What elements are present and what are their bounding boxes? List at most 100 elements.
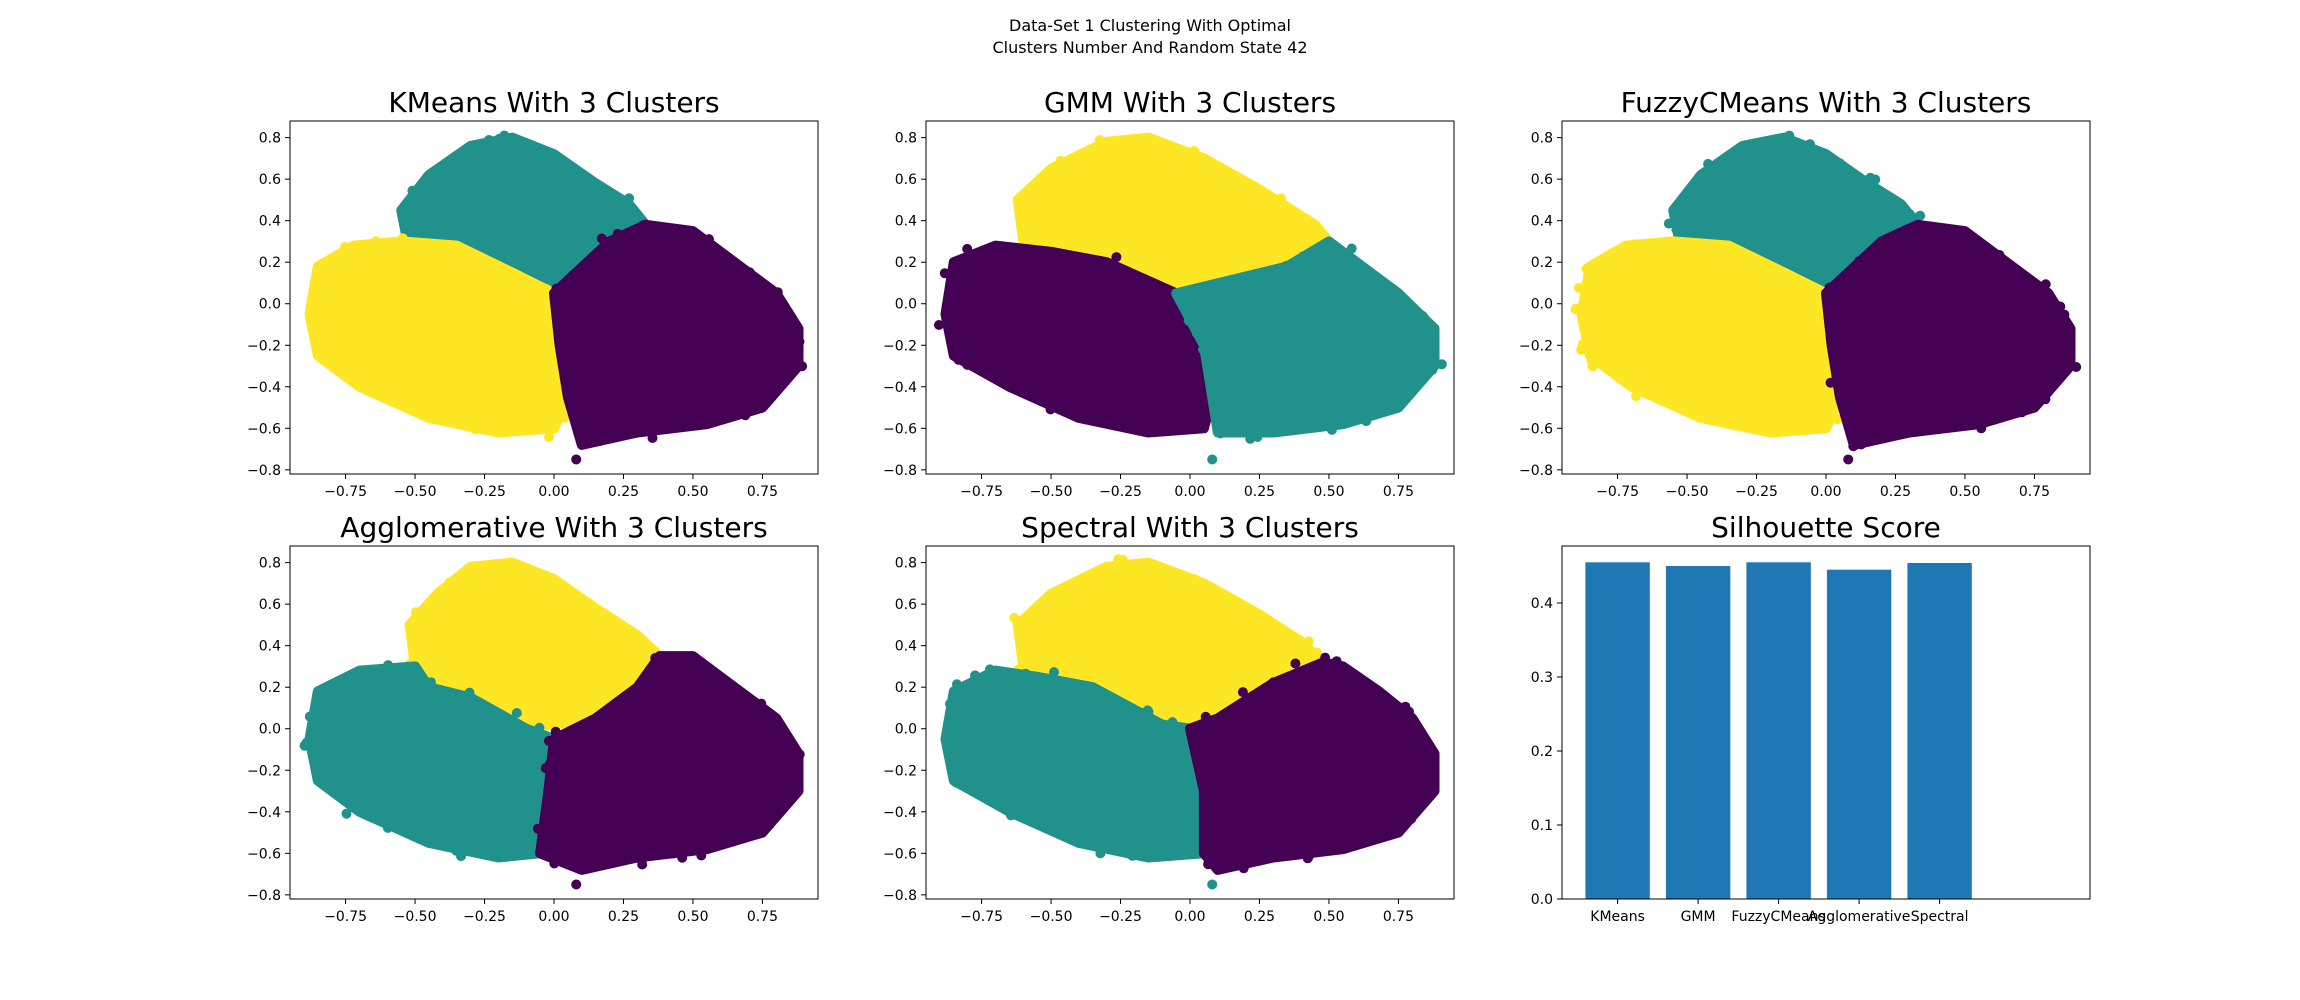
cluster-3-edge-point bbox=[2016, 407, 2027, 418]
cluster-3-edge-point bbox=[642, 669, 653, 680]
cluster-3-edge-point bbox=[2007, 403, 2018, 414]
y-tick-label: 0.8 bbox=[895, 556, 917, 572]
x-tick-label: −0.75 bbox=[324, 909, 367, 925]
x-tick-label: 0.50 bbox=[1949, 484, 1980, 500]
x-tick-label: −0.25 bbox=[463, 909, 506, 925]
cluster-2-edge-point bbox=[327, 361, 338, 371]
cluster-1-edge-point bbox=[1064, 164, 1075, 175]
y-tick-label: 0.2 bbox=[895, 255, 917, 271]
x-tick-label: 0.25 bbox=[608, 484, 639, 500]
cluster-2-edge-point bbox=[1587, 341, 1598, 352]
cluster-2-edge-point bbox=[312, 709, 323, 720]
cluster-3-edge-point bbox=[1424, 336, 1435, 347]
y-tick-label: 0.0 bbox=[895, 722, 917, 738]
cluster-3-edge-point bbox=[611, 430, 622, 441]
cluster-3-edge-point bbox=[794, 336, 805, 347]
y-tick-label: −0.6 bbox=[247, 421, 281, 437]
cluster-3-edge-point bbox=[677, 852, 688, 863]
cluster-3-edge-point bbox=[1251, 699, 1261, 710]
cluster-3-edge-point bbox=[647, 433, 658, 443]
cluster-2-edge-point bbox=[548, 423, 559, 434]
cluster-3-edge-point bbox=[637, 859, 648, 870]
cluster-1-edge-point bbox=[440, 585, 451, 596]
cluster-3-edge-point bbox=[1400, 701, 1411, 712]
cluster-1-edge-point bbox=[607, 689, 617, 700]
cluster-3-edge-point bbox=[1417, 311, 1428, 321]
x-tick-label: 0.00 bbox=[1810, 484, 1841, 500]
cluster-1-edge-point bbox=[1835, 158, 1845, 169]
x-tick-label: 0.50 bbox=[677, 909, 708, 925]
outlier-point bbox=[1207, 879, 1218, 890]
cluster-3-edge-point bbox=[744, 267, 755, 278]
cluster-2-edge-point bbox=[1570, 304, 1581, 315]
cluster-1-edge-point bbox=[1311, 647, 1322, 658]
y-tick-label: 0.0 bbox=[1531, 297, 1553, 313]
cluster-3-edge-point bbox=[2040, 394, 2051, 405]
x-tick-label: 0.50 bbox=[1313, 909, 1344, 925]
cluster-1-edge-point bbox=[1017, 194, 1028, 205]
cluster-2-edge-point bbox=[472, 702, 483, 713]
cluster-2-edge-point bbox=[1573, 282, 1584, 293]
cluster-3-edge-point bbox=[1290, 658, 1301, 669]
plot-area bbox=[299, 557, 805, 890]
cluster-3-edge-point bbox=[794, 749, 805, 760]
cluster-1-edge-point bbox=[610, 623, 621, 634]
cluster-2-edge-point bbox=[1581, 263, 1592, 274]
cluster-3-edge-point bbox=[749, 823, 760, 834]
y-tick-label: −0.4 bbox=[247, 805, 281, 821]
x-tick-label: −0.25 bbox=[1735, 484, 1778, 500]
x-tick-label: 0.25 bbox=[1880, 484, 1911, 500]
y-tick-label: −0.4 bbox=[1519, 380, 1553, 396]
cluster-3-edge-point bbox=[1824, 282, 1835, 293]
cluster-1-edge-point bbox=[1703, 158, 1714, 169]
cluster-3-edge-point bbox=[2071, 362, 2082, 372]
cluster-1-edge-point bbox=[1162, 572, 1173, 583]
y-tick-label: 0.6 bbox=[1531, 172, 1553, 188]
y-tick-label: −0.2 bbox=[1519, 338, 1553, 354]
y-tick-label: −0.4 bbox=[883, 380, 917, 396]
cluster-2-edge-point bbox=[319, 265, 330, 276]
cluster-3-edge-point bbox=[1427, 365, 1438, 375]
cluster-2-edge-point bbox=[419, 831, 430, 842]
cluster-1-edge-point bbox=[1020, 233, 1031, 244]
cluster-1-edge-point bbox=[633, 633, 643, 643]
cluster-1-edge-point bbox=[410, 607, 421, 617]
cluster-3-edge-point bbox=[1346, 243, 1357, 254]
y-tick-label: 0.8 bbox=[895, 131, 917, 147]
cluster-3-edge-point bbox=[2055, 301, 2066, 312]
cluster-3-edge-point bbox=[2038, 287, 2049, 298]
y-tick-label: 0.2 bbox=[1531, 255, 1553, 271]
cluster-3-edge-point bbox=[1856, 439, 1867, 450]
cluster-2-edge-point bbox=[1775, 267, 1786, 278]
cluster-2-edge-point bbox=[962, 243, 973, 254]
outlier-point bbox=[571, 879, 582, 890]
cluster-3-edge-point bbox=[1941, 418, 1952, 429]
cluster-3-edge-point bbox=[797, 361, 808, 372]
cluster-3-edge-point bbox=[700, 245, 711, 255]
cluster-2-edge-point bbox=[952, 679, 962, 690]
cluster-2-edge-point bbox=[323, 257, 334, 268]
y-tick-label: 0.6 bbox=[259, 597, 281, 613]
cluster-1-edge-point bbox=[422, 175, 433, 186]
x-tick-label: −0.25 bbox=[1099, 484, 1142, 500]
cluster-2-edge-point bbox=[397, 233, 408, 244]
cluster-3-edge-point bbox=[756, 698, 767, 709]
bar-spectral bbox=[1907, 563, 1972, 899]
cluster-3-edge-point bbox=[1412, 733, 1423, 744]
cluster-2-edge-point bbox=[1006, 810, 1016, 821]
subplot-title: KMeans With 3 Clusters bbox=[388, 86, 719, 119]
cluster-1-edge-point bbox=[1915, 210, 1926, 221]
cluster-1-edge-point bbox=[624, 193, 635, 204]
cluster-2-edge-point bbox=[1095, 848, 1106, 859]
cluster-2-edge-point bbox=[456, 851, 466, 862]
x-tick-label: 0.00 bbox=[538, 909, 569, 925]
y-tick-label: 0.4 bbox=[1531, 596, 1553, 612]
cluster-3-edge-point bbox=[1223, 279, 1234, 290]
cluster-3-edge-point bbox=[1407, 384, 1418, 395]
cluster-1-edge-point bbox=[1250, 610, 1261, 620]
y-tick-label: 0.4 bbox=[259, 639, 281, 655]
figure-title-line-2: Clusters Number And Random State 42 bbox=[992, 38, 1308, 57]
cluster-3-edge-point bbox=[1183, 315, 1194, 326]
cluster-3-edge-point bbox=[540, 763, 551, 774]
cluster-2-edge-point bbox=[950, 351, 961, 361]
